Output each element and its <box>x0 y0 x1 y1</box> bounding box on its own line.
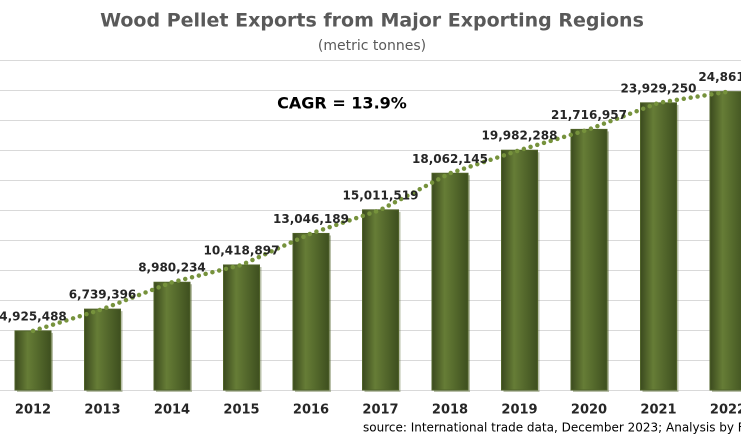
data-label: 19,982,288 <box>482 129 558 143</box>
bar <box>292 232 330 391</box>
chart-subtitle: (metric tonnes) <box>318 38 426 54</box>
bar <box>570 128 608 391</box>
annotation: CAGR = 13.9% <box>277 94 407 113</box>
data-label: 8,980,234 <box>138 261 206 275</box>
data-label: 21,716,957 <box>551 108 627 122</box>
data-label: 15,011,519 <box>343 188 419 202</box>
data-label: 6,739,396 <box>69 288 137 302</box>
x-tick-label: 2012 <box>15 403 51 418</box>
bar <box>14 330 52 391</box>
chart-title: Wood Pellet Exports from Major Exporting… <box>100 10 644 32</box>
bar <box>153 281 191 391</box>
x-tick-label: 2015 <box>223 403 259 418</box>
data-label: 24,861,2 <box>698 70 741 84</box>
trend-line <box>30 89 731 334</box>
bar <box>84 308 121 391</box>
bar <box>640 102 677 391</box>
bars <box>14 91 741 393</box>
x-tick-label: 2020 <box>571 403 607 418</box>
x-tick-label: 2017 <box>362 403 398 418</box>
x-tick-label: 2019 <box>501 403 537 418</box>
data-label: 10,418,897 <box>204 243 280 257</box>
bar <box>501 149 538 391</box>
x-tick-label: 2021 <box>640 403 676 418</box>
bar <box>362 209 399 391</box>
x-tick-label: 2013 <box>84 403 120 418</box>
bar <box>709 91 741 391</box>
bar <box>431 172 469 391</box>
data-label: 23,929,250 <box>621 81 697 95</box>
x-tick-label: 2022 <box>710 403 741 418</box>
x-tick-label: 2018 <box>432 403 468 418</box>
data-label: 13,046,189 <box>273 212 349 226</box>
x-tick-label: 2016 <box>293 403 329 418</box>
data-label: 18,062,145 <box>412 152 488 166</box>
bar <box>223 264 260 391</box>
x-tick-label: 2014 <box>154 403 190 418</box>
data-label: 4,925,488 <box>0 309 67 323</box>
source: source: International trade data, Decemb… <box>363 421 741 435</box>
